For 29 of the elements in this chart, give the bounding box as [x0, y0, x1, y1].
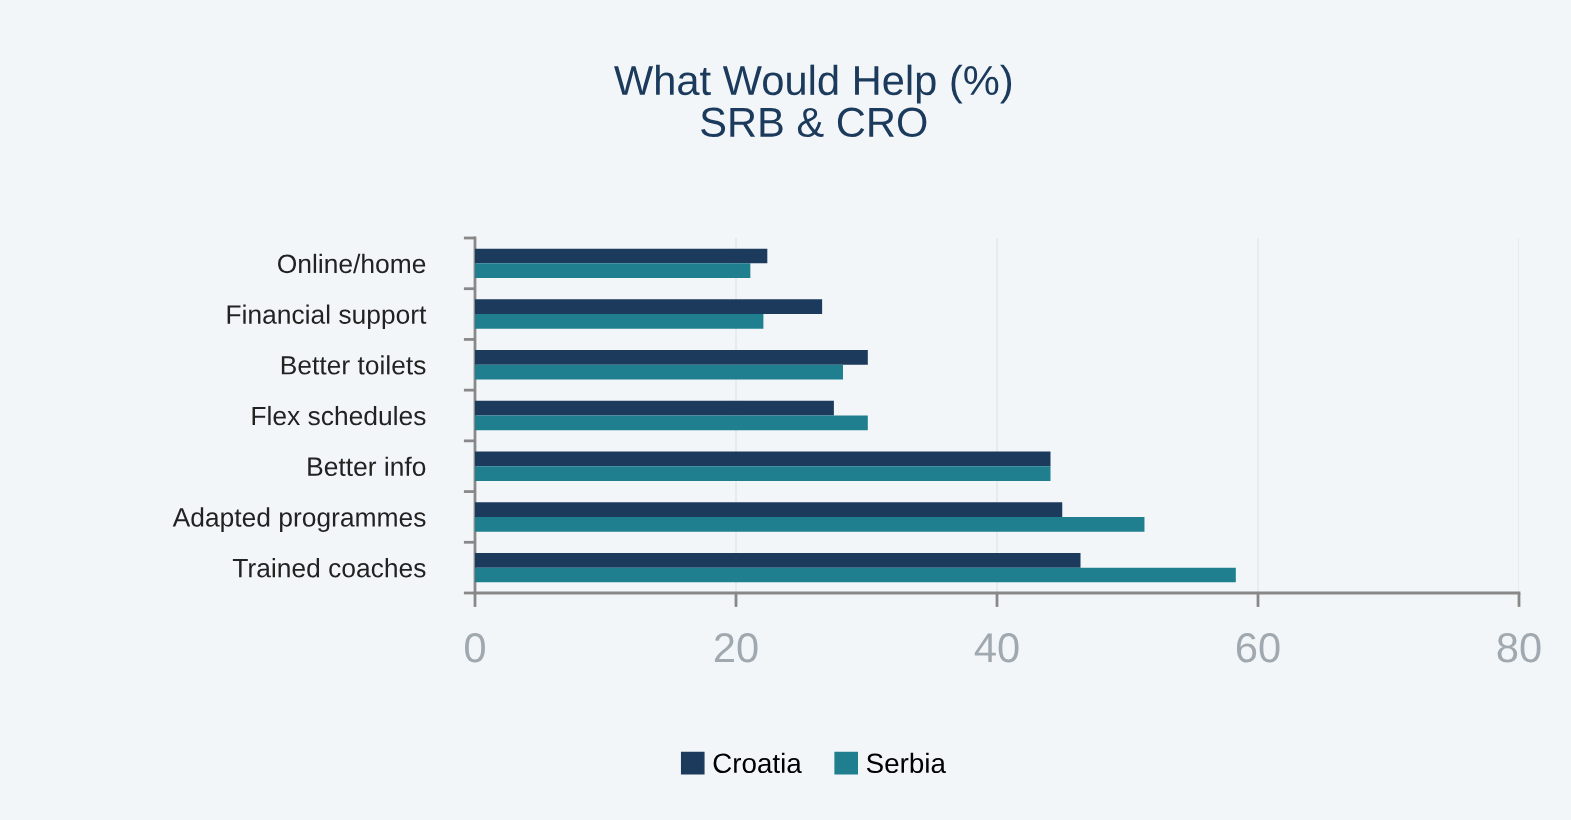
legend-label: Serbia — [866, 752, 946, 774]
y-tick-label: Adapted programmes — [172, 507, 426, 532]
bar — [475, 516, 1145, 532]
y-tick-label: Better toilets — [281, 355, 426, 375]
x-tick-label: 40 — [974, 632, 1019, 663]
bar — [475, 415, 868, 431]
x-tick-label: 20 — [714, 632, 758, 663]
bar — [475, 451, 1051, 467]
x-tick-label: 0 — [465, 632, 485, 663]
y-tick-label: Financial support — [227, 304, 427, 330]
x-tick-label: 80 — [1497, 632, 1541, 663]
y-tick-label: Online/home — [278, 253, 426, 274]
bar — [475, 552, 1081, 568]
x-tick-label: 60 — [1236, 632, 1280, 663]
bar — [475, 502, 1063, 517]
chart-title: What Would Help (%) SRB & CRO — [614, 64, 1012, 138]
bar — [475, 314, 764, 329]
bar — [475, 364, 844, 380]
bar — [475, 299, 823, 315]
bar — [475, 248, 768, 264]
y-tick-label: Better info — [308, 456, 426, 477]
y-tick-label: Flex schedules — [252, 405, 426, 426]
bar — [475, 400, 834, 416]
bar — [475, 567, 1236, 583]
y-tick-label: Trained coaches — [232, 558, 426, 578]
bar — [475, 263, 751, 279]
bar — [475, 466, 1051, 481]
bar — [475, 350, 868, 365]
legend-label: Croatia — [713, 752, 802, 774]
